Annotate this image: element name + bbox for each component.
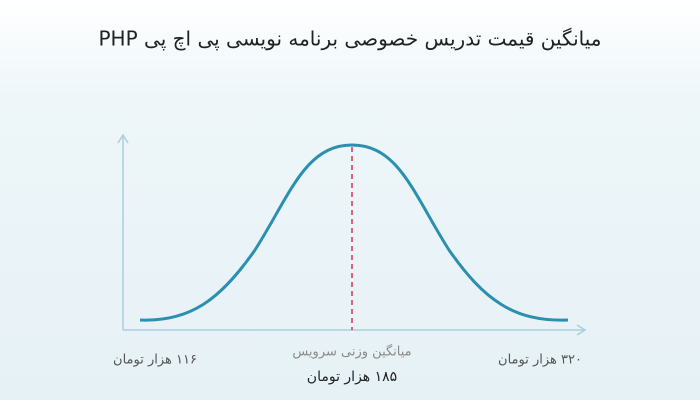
min-label: ۱۱۶ هزار تومان [113, 353, 197, 368]
y-arrow [117, 133, 129, 144]
axes [117, 133, 587, 336]
title: میانگین قیمت تدریس خصوصی برنامه نویسی پی… [99, 27, 602, 52]
average-label: ۱۸۵ هزار تومان [307, 369, 397, 385]
bell-curve [139, 143, 569, 322]
max-label: ۳۲۰ هزار تومان [498, 353, 582, 368]
average-caption: میانگین وزنی سرویس [292, 344, 411, 360]
x-arrow [576, 324, 587, 336]
